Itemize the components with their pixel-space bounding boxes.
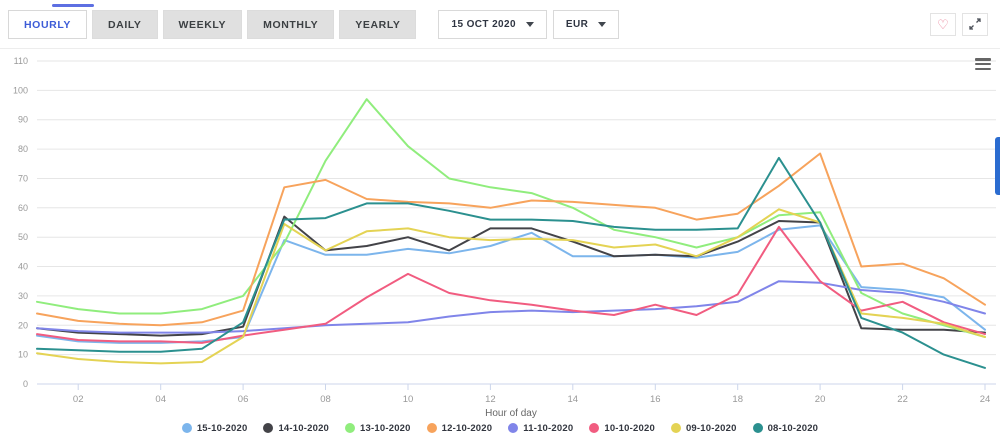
x-axis-tick-label: 22 (897, 394, 908, 405)
chart-legend: 15-10-2020 14-10-2020 13-10-2020 12-10-2… (0, 419, 1000, 437)
y-axis-tick-label: 0 (23, 379, 28, 389)
tab-hourly[interactable]: HOURLY (8, 9, 87, 39)
x-axis-tick-label: 16 (650, 394, 661, 405)
tab-daily[interactable]: DAILY (91, 9, 158, 39)
legend-dot (670, 423, 681, 433)
legend-item[interactable]: 09-10-2020 (670, 422, 737, 434)
x-axis-tick-label: 02 (73, 394, 84, 405)
legend-label: 14-10-2020 (278, 422, 330, 434)
tab-weekly[interactable]: WEEKLY (162, 9, 243, 39)
chart-context-menu-button[interactable] (975, 57, 991, 71)
legend-dot (263, 423, 274, 433)
legend-label: 11-10-2020 (523, 422, 574, 434)
legend-item[interactable]: 08-10-2020 (752, 422, 819, 434)
legend-item[interactable]: 12-10-2020 (426, 422, 493, 434)
y-axis-tick-label: 60 (18, 203, 28, 213)
legend-dot (181, 423, 192, 433)
legend-dot (508, 423, 519, 433)
date-select[interactable]: 15 OCT 2020 (438, 9, 547, 39)
legend-item[interactable]: 14-10-2020 (263, 423, 329, 434)
legend-item[interactable]: 11-10-2020 (508, 423, 573, 434)
legend-label: 12-10-2020 (441, 422, 493, 434)
y-axis-tick-label: 70 (18, 174, 28, 184)
toolbar: HOURLY DAILY WEEKLY MONTHLY YEARLY 15 OC… (0, 0, 1000, 49)
legend-dot (589, 423, 600, 433)
x-axis-tick-label: 14 (568, 394, 579, 405)
legend-dot (752, 423, 763, 433)
heart-icon: ♡ (937, 16, 949, 32)
legend-item[interactable]: 15-10-2020 (181, 422, 248, 434)
x-axis-tick-label: 04 (155, 394, 166, 405)
legend-dot (345, 423, 356, 433)
hourly-price-chart: 0 10 20 30 40 50 60 70 80 90 100 110 02 04 06 08 10 12 14 1… (13, 56, 996, 419)
x-axis-title: Hour of day (485, 408, 537, 419)
legend-label: 15-10-2020 (196, 422, 248, 434)
chevron-down-icon (525, 21, 534, 27)
tab-monthly[interactable]: MONTHLY (247, 9, 335, 39)
legend-label: 13-10-2020 (360, 422, 411, 434)
chart-area: 0 10 20 30 40 50 60 70 80 90 100 110 02 04 06 08 10 12 14 1… (0, 49, 1000, 440)
x-axis-tick-label: 12 (485, 394, 496, 405)
series-line-12-10-2020 (36, 152, 986, 327)
x-axis-tick-label: 24 (980, 394, 991, 405)
hamburger-menu-icon (975, 58, 991, 61)
y-axis-tick-label: 50 (18, 232, 28, 242)
series-line-10-10-2020 (36, 225, 986, 344)
y-axis-tick-label: 80 (18, 144, 28, 154)
page-scrollbar-thumb[interactable] (995, 137, 1000, 195)
x-axis-tick-label: 20 (815, 394, 826, 405)
x-axis-tick-label: 08 (320, 394, 331, 405)
series-line-08-10-2020 (36, 156, 986, 369)
x-axis-tick-label: 10 (403, 394, 414, 405)
legend-item[interactable]: 10-10-2020 (589, 423, 655, 434)
date-select-value: 15 OCT 2020 (451, 18, 516, 30)
active-tab-indicator (52, 4, 94, 7)
series-line-11-10-2020 (36, 280, 986, 334)
favorite-button[interactable]: ♡ (930, 12, 956, 36)
series-line-13-10-2020 (36, 98, 986, 338)
x-axis-tick-label: 06 (238, 394, 249, 405)
y-axis-tick-label: 10 (18, 350, 28, 360)
y-axis-tick-label: 30 (18, 291, 28, 301)
period-tabs: HOURLY DAILY WEEKLY MONTHLY YEARLY (8, 9, 417, 39)
currency-select[interactable]: EUR (552, 9, 620, 39)
y-axis-tick-label: 40 (18, 262, 28, 272)
currency-select-value: EUR (565, 18, 589, 30)
x-axis-tick-label: 18 (732, 394, 743, 405)
tab-yearly[interactable]: YEARLY (339, 9, 417, 39)
y-axis-tick-label: 20 (18, 320, 28, 330)
header-actions: ♡ (930, 12, 988, 36)
fullscreen-button[interactable] (962, 12, 988, 36)
expand-icon (969, 18, 981, 30)
legend-dot (426, 423, 437, 433)
y-axis-tick-label: 100 (13, 85, 28, 95)
y-axis-tick-label: 90 (18, 115, 28, 125)
legend-label: 10-10-2020 (604, 422, 655, 434)
y-axis-tick-label: 110 (14, 56, 28, 66)
legend-item[interactable]: 13-10-2020 (345, 423, 411, 434)
chevron-down-icon (598, 21, 607, 27)
legend-label: 09-10-2020 (685, 422, 737, 434)
legend-label: 08-10-2020 (767, 422, 819, 434)
